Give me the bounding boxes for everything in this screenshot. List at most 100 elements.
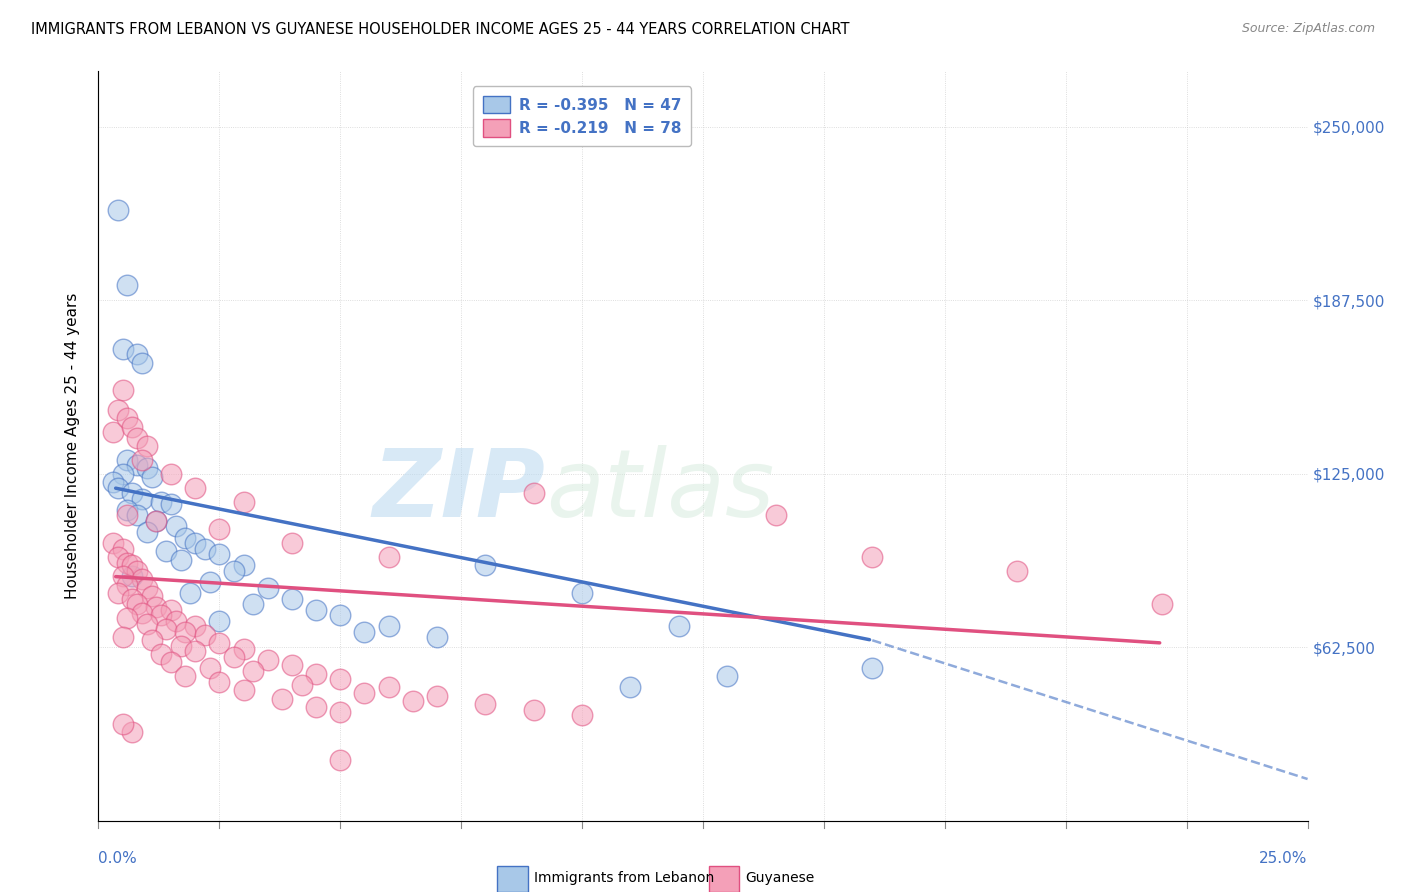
Point [131, 356, 153, 370]
Point [107, 481, 129, 495]
Point [111, 541, 134, 556]
Point [377, 549, 399, 564]
Point [111, 631, 134, 645]
Text: 25.0%: 25.0% [1260, 851, 1308, 865]
Point [117, 611, 139, 625]
Point [101, 475, 124, 489]
Point [160, 467, 183, 481]
Point [107, 549, 129, 564]
Point [145, 514, 167, 528]
Point [184, 536, 207, 550]
Point [127, 597, 149, 611]
Point [160, 603, 183, 617]
Point [131, 606, 153, 620]
Text: Immigrants from Lebanon: Immigrants from Lebanon [534, 871, 714, 886]
Point [117, 578, 139, 592]
Point [131, 491, 153, 506]
Point [377, 681, 399, 695]
Bar [709, 865, 740, 892]
Point [141, 633, 163, 648]
Y-axis label: Householder Income Ages 25 - 44 years: Householder Income Ages 25 - 44 years [65, 293, 80, 599]
Point [131, 453, 153, 467]
Point [121, 486, 143, 500]
Point [860, 549, 883, 564]
Point [523, 703, 546, 717]
Point [305, 603, 328, 617]
Point [1152, 597, 1174, 611]
Point [256, 581, 278, 595]
Point [165, 519, 187, 533]
Point [179, 586, 201, 600]
Point [184, 644, 207, 658]
Point [107, 586, 129, 600]
Point [222, 564, 245, 578]
Text: IMMIGRANTS FROM LEBANON VS GUYANESE HOUSEHOLDER INCOME AGES 25 - 44 YEARS CORREL: IMMIGRANTS FROM LEBANON VS GUYANESE HOUS… [31, 22, 849, 37]
Point [160, 656, 183, 670]
Point [716, 669, 738, 683]
Point [121, 558, 143, 573]
Point [127, 564, 149, 578]
Point [668, 619, 690, 633]
Point [353, 686, 375, 700]
Point [155, 544, 177, 558]
Point [208, 636, 231, 650]
Point [127, 347, 149, 361]
Point [174, 624, 197, 639]
Point [127, 508, 149, 523]
Point [145, 599, 167, 614]
Point [329, 672, 352, 686]
Point [242, 597, 264, 611]
Point [150, 494, 173, 508]
Point [117, 411, 139, 425]
Point [232, 494, 254, 508]
Point [165, 614, 187, 628]
Point [329, 608, 352, 623]
Point [271, 691, 294, 706]
Point [860, 661, 883, 675]
Point [141, 469, 163, 483]
Point [127, 458, 149, 473]
Text: atlas: atlas [546, 445, 775, 536]
Point [174, 669, 197, 683]
Point [232, 683, 254, 698]
Point [426, 631, 449, 645]
Bar [498, 865, 527, 892]
Point [208, 674, 231, 689]
Point [135, 439, 157, 453]
Point [765, 508, 787, 523]
Point [135, 461, 157, 475]
Point [145, 514, 167, 528]
Point [150, 647, 173, 661]
Point [169, 553, 191, 567]
Point [135, 581, 157, 595]
Point [194, 628, 217, 642]
Point [232, 558, 254, 573]
Point [160, 497, 183, 511]
Point [111, 467, 134, 481]
Point [111, 384, 134, 398]
Point [305, 666, 328, 681]
Point [281, 658, 304, 673]
Text: ZIP: ZIP [373, 445, 546, 537]
Point [121, 591, 143, 606]
Point [117, 503, 139, 517]
Point [208, 547, 231, 561]
Point [1007, 564, 1029, 578]
Point [155, 622, 177, 636]
Legend: R = -0.395   N = 47, R = -0.219   N = 78: R = -0.395 N = 47, R = -0.219 N = 78 [474, 87, 690, 146]
Point [377, 619, 399, 633]
Point [571, 586, 593, 600]
Point [127, 431, 149, 445]
Point [111, 716, 134, 731]
Point [101, 425, 124, 439]
Point [474, 697, 496, 711]
Point [329, 753, 352, 767]
Point [281, 536, 304, 550]
Point [121, 419, 143, 434]
Point [111, 342, 134, 356]
Text: Source: ZipAtlas.com: Source: ZipAtlas.com [1241, 22, 1375, 36]
Point [107, 403, 129, 417]
Point [150, 608, 173, 623]
Point [571, 708, 593, 723]
Point [111, 569, 134, 583]
